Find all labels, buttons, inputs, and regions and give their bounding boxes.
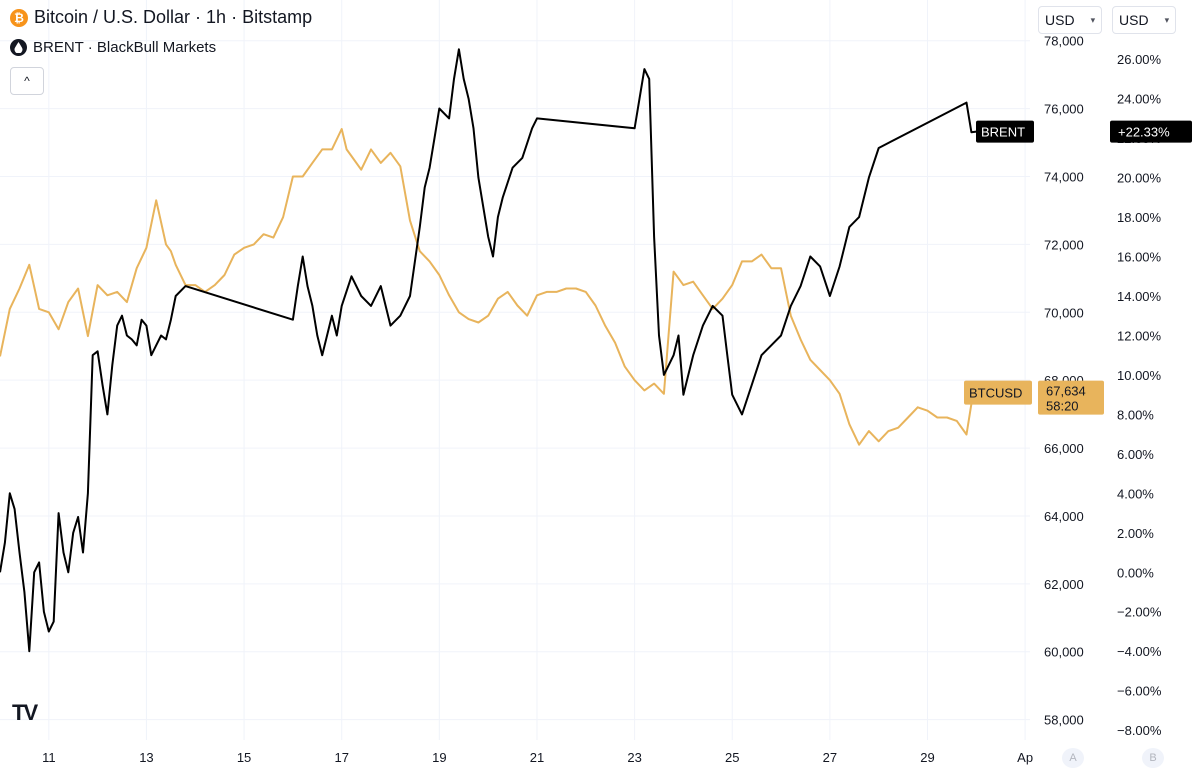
time-axis-tick-label: Ap <box>1017 750 1033 765</box>
btc-price-box <box>1038 380 1104 415</box>
time-axis[interactable]: 11 13 15 17 19 21 23 25 27 29 Ap <box>42 750 1033 765</box>
time-axis-tick-label: 29 <box>920 750 934 765</box>
chevron-down-icon: ▾ <box>1164 14 1170 25</box>
right-axis-tick-label: −4.00% <box>1117 644 1162 659</box>
time-axis-tick-label: 13 <box>139 750 153 765</box>
oil-drop-icon <box>10 39 27 56</box>
left-axis-tick-label: 62,000 <box>1044 577 1084 592</box>
series-line-brent <box>0 48 977 653</box>
left-axis-tick-label: 76,000 <box>1044 102 1084 117</box>
chevron-up-icon: ^ <box>24 74 30 88</box>
chevron-down-icon: ▾ <box>1090 14 1096 25</box>
right-axis-tick-label: 20.00% <box>1117 171 1162 186</box>
series-layer <box>0 48 978 653</box>
right-axis-tick-label: −6.00% <box>1117 684 1162 699</box>
left-axis-tick-label: 66,000 <box>1044 441 1084 456</box>
tradingview-logo[interactable]: TV <box>12 700 38 725</box>
brent-tag-box <box>976 120 1034 143</box>
time-axis-tick-label: 21 <box>530 750 544 765</box>
time-axis-tick-label: 11 <box>42 750 56 765</box>
time-axis-tick-label: 19 <box>432 750 446 765</box>
time-axis-tick-label: 27 <box>823 750 837 765</box>
right-axis-tick-label: 8.00% <box>1117 407 1154 422</box>
bitcoin-icon: ₿ <box>10 8 28 27</box>
left-axis-tick-label: 64,000 <box>1044 509 1084 524</box>
time-axis-tick-label: 15 <box>237 750 251 765</box>
left-axis-tick-label: 60,000 <box>1044 645 1084 660</box>
right-axis-tick-label: 10.00% <box>1117 368 1162 383</box>
brent-title: BRENT · BlackBull Markets <box>33 39 217 56</box>
right-axis-tick-label: 24.00% <box>1117 92 1162 107</box>
currency-select-left[interactable]: USD ▾ <box>1038 6 1103 34</box>
right-axis-tick-label: 2.00% <box>1117 526 1154 541</box>
right-axis-tick-label: −8.00% <box>1117 723 1162 738</box>
right-axis-tick-label: 12.00% <box>1117 328 1162 343</box>
btc-countdown-label: 58:20 <box>1046 399 1079 414</box>
right-axis-tick-label: 18.00% <box>1117 210 1162 225</box>
time-axis-tick-label: 23 <box>627 750 641 765</box>
btc-tag-box <box>964 380 1032 405</box>
currency-right-label: USD <box>1119 12 1149 28</box>
right-axis-tick-label: 6.00% <box>1117 447 1154 462</box>
right-axis-tick-label: 26.00% <box>1117 52 1162 67</box>
collapse-legend-button[interactable]: ^ <box>10 67 44 95</box>
brent-value-box <box>1110 120 1192 143</box>
left-axis-tick-label: 70,000 <box>1044 305 1084 320</box>
pane-button-b[interactable]: B <box>1142 748 1164 768</box>
left-axis-tick-label: 74,000 <box>1044 170 1084 185</box>
currency-left-label: USD <box>1045 12 1075 28</box>
series-line-btcusd <box>0 128 978 446</box>
right-axis-tick-label: 4.00% <box>1117 486 1154 501</box>
pane-button-a[interactable]: A <box>1062 748 1084 768</box>
right-axis-tick-label: 0.00% <box>1117 565 1154 580</box>
right-axis-tick-label: 14.00% <box>1117 289 1162 304</box>
chart-grid <box>0 0 1030 740</box>
left-axis-tick-label: 78,000 <box>1044 34 1084 49</box>
currency-select-right[interactable]: USD ▾ <box>1112 6 1177 34</box>
left-axis-tick-label: 58,000 <box>1044 713 1084 728</box>
time-axis-tick-label: 17 <box>334 750 348 765</box>
left-axis-tick-label: 72,000 <box>1044 237 1084 252</box>
brent-tag-label: BRENT <box>981 125 1025 140</box>
legend-btc[interactable]: ₿ Bitcoin / U.S. Dollar · 1h · Bitstamp <box>10 7 312 28</box>
right-axis-tick-label: −2.00% <box>1117 605 1162 620</box>
right-axis-tick-label: 16.00% <box>1117 250 1162 265</box>
btc-title: Bitcoin / U.S. Dollar · 1h · Bitstamp <box>34 7 313 27</box>
price-axis-left[interactable]: 78,00076,00074,00072,00070,00068,00066,0… <box>1044 34 1084 728</box>
time-axis-tick-label: 25 <box>725 750 739 765</box>
brent-value-label: +22.33% <box>1118 125 1170 140</box>
legend-brent[interactable]: BRENT · BlackBull Markets <box>10 39 216 56</box>
btc-price-label: 67,634 <box>1046 384 1086 399</box>
btc-tag-label: BTCUSD <box>969 386 1022 401</box>
